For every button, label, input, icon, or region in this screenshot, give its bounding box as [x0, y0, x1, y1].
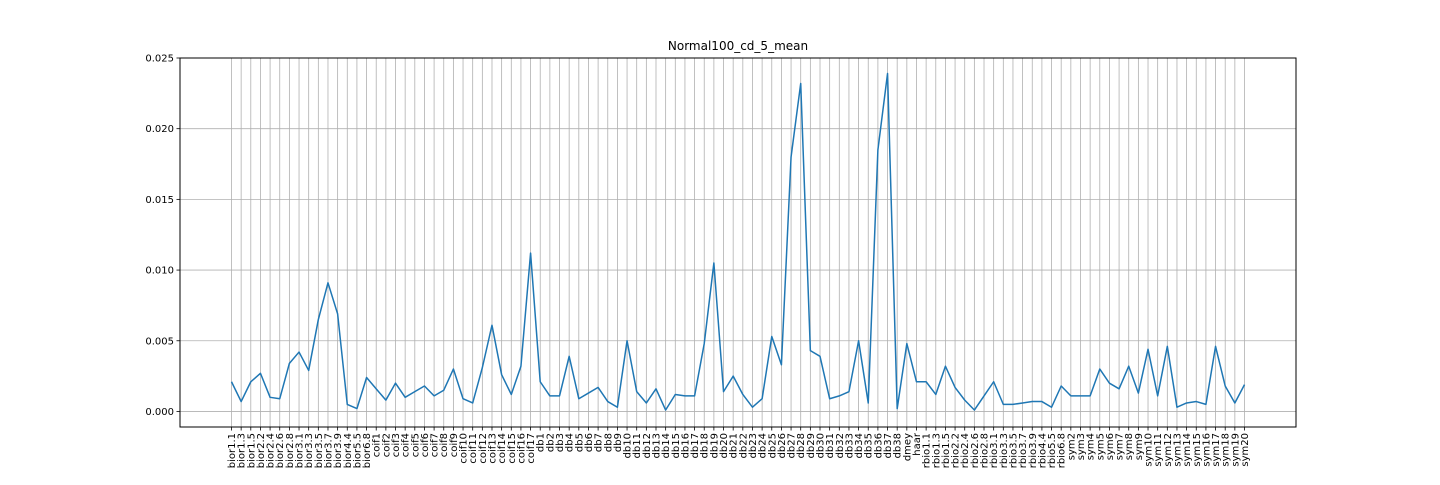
y-tick-label: 0.000	[145, 407, 174, 418]
x-tick-label: sym20	[1240, 433, 1251, 467]
y-tick-label: 0.005	[145, 336, 174, 347]
y-tick-label: 0.015	[145, 195, 174, 206]
y-tick-label: 0.025	[145, 54, 174, 65]
y-tick-label: 0.020	[145, 124, 174, 135]
chart-title: Normal100_cd_5_mean	[668, 39, 808, 53]
y-tick-label: 0.010	[145, 266, 174, 277]
